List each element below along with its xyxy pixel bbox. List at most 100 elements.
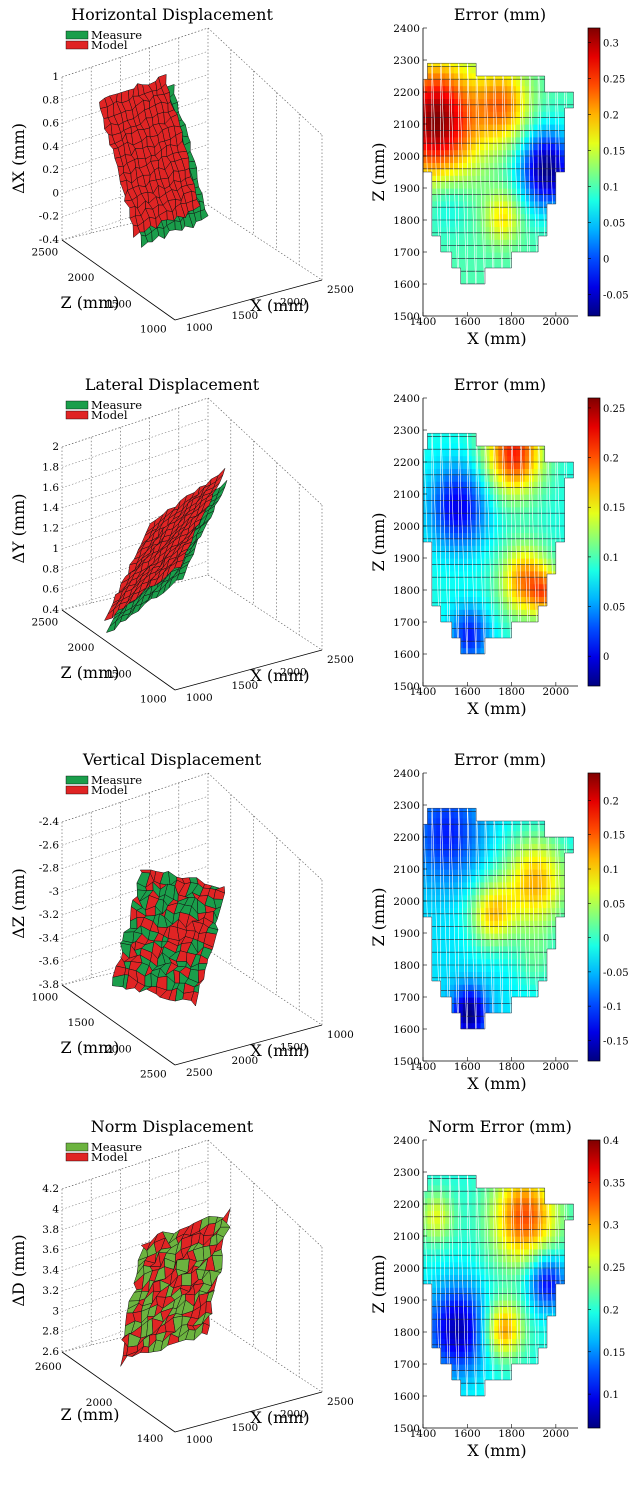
heatmap-cell xyxy=(436,1009,442,1017)
heatmap-cell xyxy=(520,583,526,591)
heatmap-cell xyxy=(525,654,530,661)
heatmap-cell xyxy=(423,920,429,928)
heatmap-cell xyxy=(538,181,544,189)
heatmap-cell xyxy=(538,590,544,597)
heatmap-cell xyxy=(462,462,468,469)
heatmap-cell xyxy=(574,558,579,565)
heatmap-cell xyxy=(516,72,522,80)
heatmap-cell xyxy=(560,500,566,508)
heatmap-cell xyxy=(431,79,437,87)
heatmap-cell xyxy=(507,442,513,450)
heatmap-cell xyxy=(445,111,451,119)
heatmap-cell xyxy=(480,862,486,870)
heatmap-cell xyxy=(480,449,486,457)
heatmap-cell xyxy=(480,252,486,259)
heatmap-cell xyxy=(449,808,455,812)
heatmap-cell xyxy=(529,104,535,112)
heatmap-cell xyxy=(467,939,473,947)
heatmap-cell xyxy=(520,622,526,629)
heatmap-cell xyxy=(476,1022,482,1029)
heatmap-cell xyxy=(516,1003,522,1011)
heatmap-cell xyxy=(471,920,477,928)
heatmap-cell xyxy=(574,571,579,578)
heatmap-cell xyxy=(493,143,499,151)
heatmap-cell xyxy=(440,577,446,585)
heatmap-cell xyxy=(440,1003,446,1011)
heatmap-cell xyxy=(449,474,455,482)
heatmap-cell xyxy=(454,875,460,883)
colorbar-tick-label: 0 xyxy=(603,652,609,663)
heatmap-cell xyxy=(467,290,472,297)
mesh-diag xyxy=(555,63,566,285)
heatmap-cell xyxy=(542,641,548,649)
heatmap-cell xyxy=(471,526,477,533)
heatmap-cell xyxy=(502,933,508,940)
heatmap-cell xyxy=(471,622,477,629)
heatmap-cell xyxy=(502,264,508,272)
heatmap-cell xyxy=(427,130,433,138)
heatmap-cell xyxy=(542,519,548,527)
floor-right-line xyxy=(207,949,323,1026)
heatmap-cell xyxy=(427,494,433,501)
heatmap-cell xyxy=(551,168,557,176)
heatmap-cell xyxy=(493,188,499,195)
heatmap-cell xyxy=(560,570,566,578)
heatmap-cell xyxy=(516,149,522,157)
heatmap-cell xyxy=(507,277,513,285)
heatmap-cell xyxy=(511,570,517,578)
heatmap-cell xyxy=(520,628,526,636)
heatmap-cell xyxy=(454,997,460,1004)
heatmap-cell xyxy=(564,213,570,221)
z-grid-line xyxy=(61,499,209,550)
heatmap-cell xyxy=(485,252,491,259)
heatmap-cell xyxy=(476,136,482,144)
heatmap-cell xyxy=(533,513,539,521)
heatmap-cell xyxy=(462,564,468,572)
heatmap-cell xyxy=(458,168,464,176)
z-tick-label: 0 xyxy=(52,187,59,199)
heatmap-cell xyxy=(476,602,482,610)
heatmap-cell xyxy=(485,162,491,170)
heatmap-cell xyxy=(471,111,477,119)
heatmap-cell xyxy=(547,175,553,183)
heatmap-cell xyxy=(445,72,451,80)
heatmap-cell xyxy=(520,990,526,998)
heatmap-cell xyxy=(574,603,579,610)
heatmap-cell xyxy=(476,188,482,195)
heatmap-cell xyxy=(440,194,446,202)
heatmap-cell xyxy=(520,808,526,812)
heatmap-cell xyxy=(533,85,539,93)
heatmap-cell xyxy=(574,596,579,603)
z-grid-line xyxy=(61,865,209,916)
heatmap-cell xyxy=(502,436,508,444)
heatmap-cell xyxy=(529,660,534,667)
heatmap-cell xyxy=(467,462,473,469)
heatmap-cell xyxy=(498,111,504,119)
heatmap-cell xyxy=(533,284,539,285)
heatmap-cell xyxy=(458,1003,464,1011)
heatmap-cell xyxy=(502,200,508,208)
heatmap-cell xyxy=(516,481,522,489)
heatmap-cell xyxy=(431,143,437,151)
heatmap-cell xyxy=(440,965,446,972)
heatmap-cell xyxy=(560,194,566,202)
heatmap-cell xyxy=(529,175,535,183)
heatmap-cell xyxy=(529,213,535,221)
heatmap-cell xyxy=(533,647,539,654)
heatmap-cell xyxy=(436,481,442,489)
heatmap-cell xyxy=(427,143,433,151)
heatmap-cell xyxy=(555,602,561,610)
heatmap-cell xyxy=(511,130,517,138)
x-axis-label: X (mm) xyxy=(250,296,309,315)
heatmap-cell xyxy=(489,175,495,183)
surface-facet-model xyxy=(192,199,201,211)
heatmap-cell xyxy=(520,252,526,259)
heatmap-cell xyxy=(471,79,477,87)
heatmap-cell xyxy=(560,72,566,80)
heatmap-cell xyxy=(485,98,491,106)
heatmap-cell xyxy=(524,162,530,170)
heatmap-cell xyxy=(516,526,522,533)
heatmap-cell xyxy=(564,130,570,138)
heatmap-cell xyxy=(427,117,433,125)
heatmap-cell xyxy=(533,156,539,163)
